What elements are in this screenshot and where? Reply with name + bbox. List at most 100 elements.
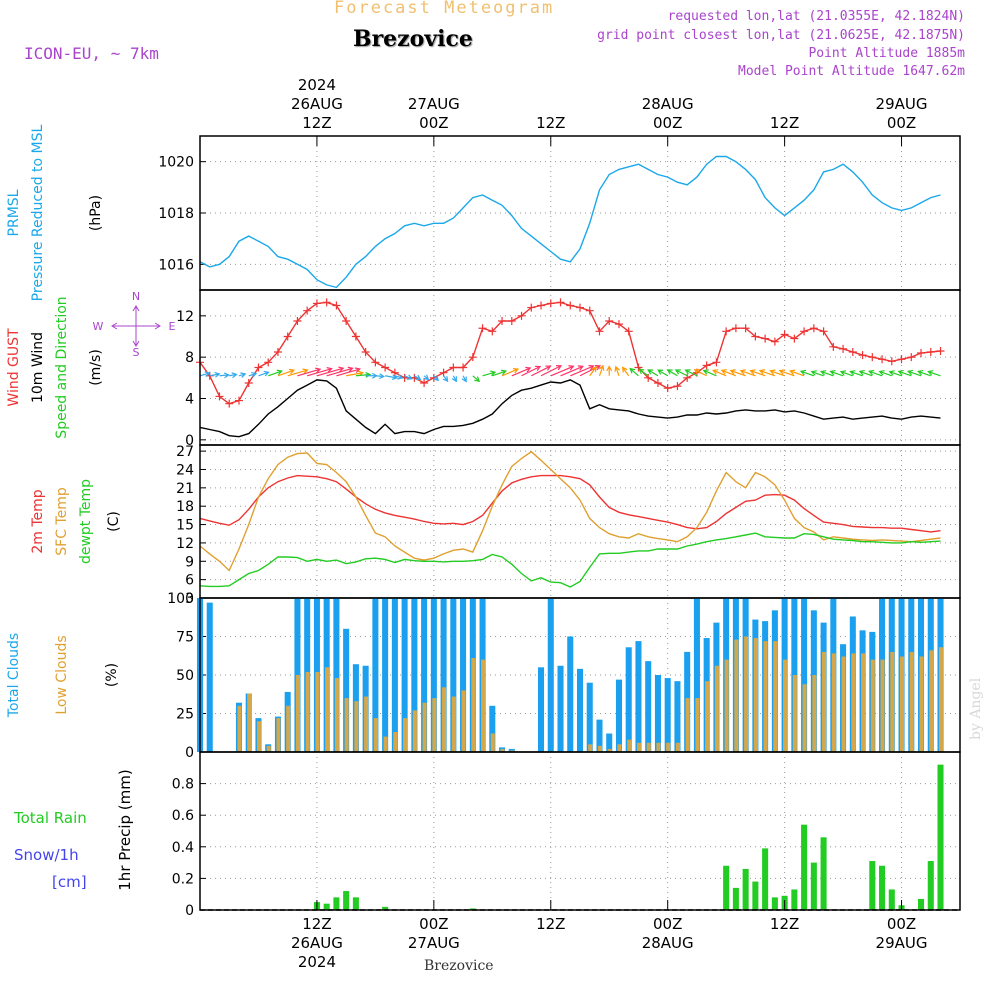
location-title: Brezovice	[353, 26, 473, 52]
clouds-bar	[627, 739, 632, 752]
temperature-panel-frame	[199, 444, 961, 599]
clouds-bar	[576, 668, 584, 752]
wind-arrow	[209, 371, 221, 378]
clouds-side-label: (%)	[104, 663, 120, 687]
precip-bar	[752, 881, 759, 910]
wind-ytick-label: 0	[185, 433, 194, 449]
clouds-bar	[675, 742, 680, 752]
clouds-bar	[451, 696, 456, 752]
wind-arrow	[297, 367, 322, 377]
temperature-ytick-label: 9	[185, 554, 194, 570]
wind-arrow	[365, 372, 378, 379]
wind-arrow	[878, 370, 892, 377]
precip-bar	[762, 848, 769, 910]
precip-ytick-label: 0.2	[172, 871, 194, 887]
bottom-time-label: 12Z	[770, 915, 799, 933]
wind-arrow	[482, 370, 497, 377]
gust-marker	[381, 363, 390, 372]
clouds-ytick-label: 50	[176, 668, 194, 684]
clouds-bar	[890, 651, 895, 752]
clouds-bar	[880, 659, 885, 752]
gust-marker	[624, 327, 633, 336]
clouds-bar	[909, 651, 914, 752]
clouds-side-label: Total Clouds	[6, 633, 22, 718]
clouds-bar	[412, 710, 417, 752]
wind-arrow	[219, 372, 230, 379]
wind-arrow	[199, 371, 211, 377]
gust-marker	[517, 311, 526, 320]
temperature-ytick-label: 24	[176, 462, 194, 478]
clouds-bar	[734, 639, 739, 752]
clouds-bar	[508, 748, 515, 752]
top-time-label: 12Z	[302, 114, 331, 132]
precip-bar	[801, 824, 808, 910]
clouds-bar	[666, 742, 671, 752]
clouds-bar	[500, 748, 505, 752]
clouds-bar	[812, 675, 817, 752]
gust-marker	[868, 353, 877, 362]
wind-arrow	[521, 365, 542, 377]
gust-marker	[809, 324, 818, 333]
bottom-time-label: 00Z	[887, 915, 916, 933]
clouds-bar	[801, 598, 808, 752]
wind-series-line	[199, 301, 941, 405]
clouds-bar	[674, 681, 681, 752]
wind-series-line	[199, 379, 941, 438]
precip-side-label: Total Rain	[13, 809, 87, 827]
clouds-bar	[344, 698, 349, 752]
temperature-ytick-label: 6	[185, 573, 194, 589]
gust-marker	[361, 348, 370, 356]
temperature-ytick-label: 21	[176, 481, 194, 497]
wind-ytick-label: 4	[185, 392, 194, 408]
clouds-bar	[373, 718, 378, 752]
pressure-ytick-label: 1020	[158, 155, 194, 171]
clouds-bar	[899, 656, 905, 752]
gust-marker	[254, 363, 263, 372]
clouds-bar	[792, 675, 797, 752]
clouds-bar	[919, 656, 924, 752]
temperature-ytick-label: 12	[176, 536, 194, 552]
gust-marker	[780, 330, 789, 339]
clouds-bar	[831, 653, 836, 752]
meteogram-title: Forecast Meteogram	[334, 0, 555, 18]
compass-south: S	[133, 346, 140, 359]
footer-location: Brezovice	[424, 958, 494, 974]
clouds-bar	[460, 598, 467, 752]
gust-marker	[332, 301, 341, 310]
clouds-bar	[705, 681, 710, 752]
clouds-bar	[440, 598, 447, 752]
clouds-bar	[383, 736, 388, 752]
clouds-bar	[607, 748, 612, 752]
gust-marker	[439, 368, 448, 377]
wind-arrow	[238, 372, 247, 378]
wind-arrow	[917, 369, 931, 377]
grid-point-coords: grid point closest lon,lat (21.0625E, 42…	[597, 28, 965, 43]
precip-bar	[888, 889, 895, 910]
clouds-side-label: Low Clouds	[54, 635, 70, 714]
top-time-label: 2024	[298, 76, 336, 94]
gust-marker	[478, 324, 487, 333]
compass-west: W	[93, 320, 104, 333]
temperature-ytick-label: 3	[185, 591, 194, 607]
top-time-label: 12Z	[770, 114, 799, 132]
gust-marker	[614, 320, 623, 329]
precip-bar	[918, 898, 925, 910]
clouds-ytick-label: 0	[185, 745, 194, 761]
wind-arrow	[606, 365, 613, 376]
wind-arrow	[629, 367, 639, 377]
gust-marker	[234, 396, 243, 405]
clouds-bar	[586, 682, 593, 752]
temperature-series-line	[199, 532, 941, 588]
clouds-bar	[802, 684, 807, 752]
clouds-ytick-label: 75	[176, 630, 194, 646]
model-point-altitude: Model Point Altitude 1647.62m	[738, 64, 965, 79]
gust-marker	[420, 379, 429, 387]
wind-arrow	[749, 369, 766, 377]
gust-marker	[702, 361, 711, 370]
gust-marker	[585, 306, 594, 315]
wind-arrow	[839, 370, 854, 377]
wind-arrow	[638, 368, 649, 377]
clouds-bar	[266, 745, 271, 752]
pressure-ytick-label: 1016	[158, 257, 194, 273]
point-altitude: Point Altitude 1885m	[808, 46, 965, 61]
